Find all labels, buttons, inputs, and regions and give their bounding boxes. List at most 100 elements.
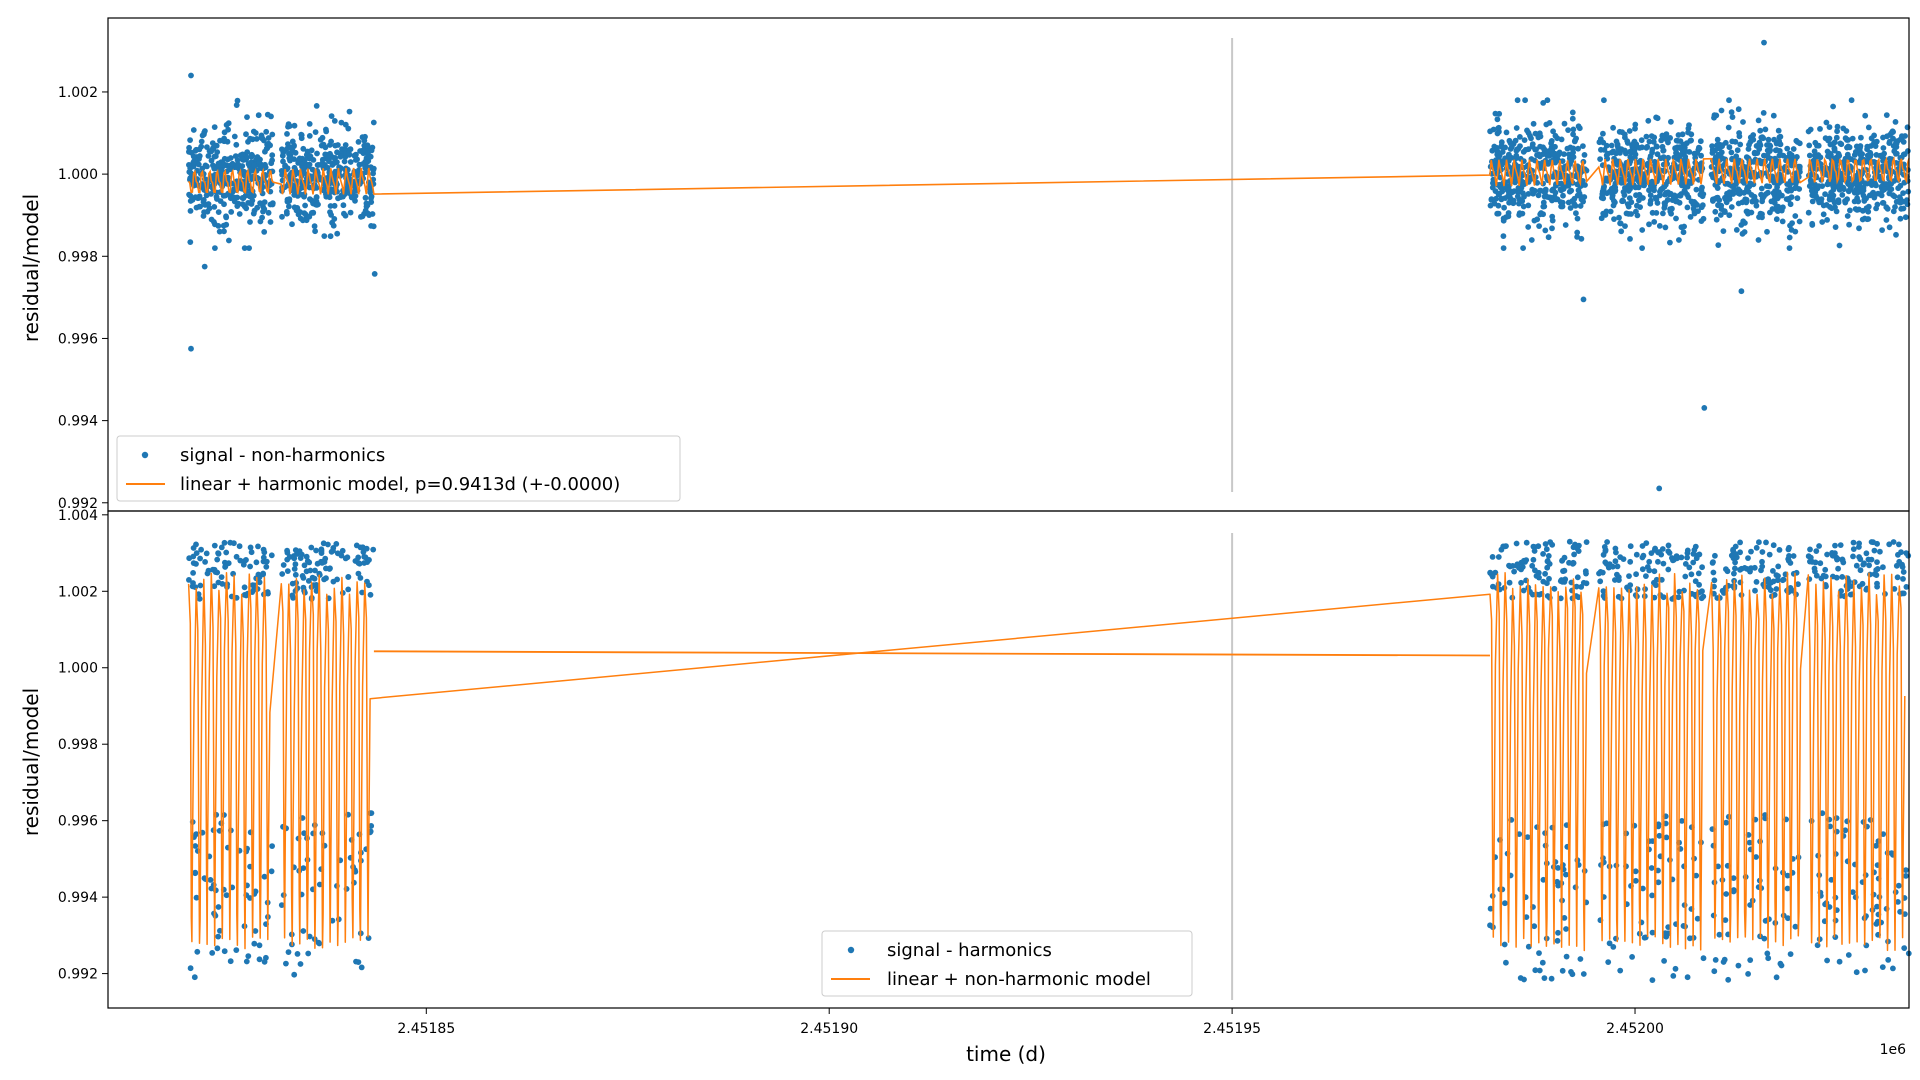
data-point: [1514, 193, 1521, 200]
data-point: [342, 142, 349, 148]
data-point: [1719, 142, 1725, 149]
data-point: [1557, 595, 1564, 602]
data-point: [1806, 152, 1813, 159]
data-point: [1824, 957, 1830, 964]
data-point: [1815, 142, 1822, 149]
data-point: [363, 200, 370, 207]
data-point: [1679, 818, 1685, 824]
data-point: [1784, 145, 1791, 152]
data-point: [1846, 144, 1853, 151]
data-point: [1536, 223, 1542, 230]
data-point: [1735, 106, 1742, 113]
data-point: [205, 567, 212, 574]
data-point: [1897, 182, 1904, 189]
data-point: [1618, 179, 1625, 186]
data-point: [283, 208, 290, 215]
data-point: [1575, 145, 1581, 152]
data-point: [1632, 877, 1639, 884]
data-point: [1752, 587, 1758, 594]
data-point: [313, 588, 320, 594]
data-point: [1817, 154, 1824, 161]
data-point: [1874, 559, 1880, 565]
data-point: [1530, 556, 1537, 563]
data-point: [1643, 133, 1650, 140]
data-point: [1562, 576, 1569, 583]
data-point: [1737, 539, 1743, 546]
data-point: [367, 810, 374, 817]
data-point: [1565, 175, 1572, 182]
data-point: [269, 157, 275, 164]
data-point: [334, 230, 341, 237]
data-point: [352, 558, 359, 564]
data-point: [1809, 198, 1816, 205]
data-point: [1773, 974, 1780, 981]
data-point: [1525, 191, 1532, 197]
data-point: [198, 546, 205, 553]
data-point: [1512, 137, 1519, 144]
data-point: [1827, 823, 1833, 830]
data-point: [215, 209, 222, 216]
data-point: [1504, 187, 1511, 194]
data-point: [1692, 578, 1699, 585]
data-point: [1618, 228, 1625, 235]
data-point: [1843, 128, 1850, 134]
data-point: [1881, 150, 1887, 157]
data-point: [1568, 187, 1575, 194]
data-point: [243, 131, 249, 138]
data-point: [1545, 234, 1552, 241]
data-point: [1559, 158, 1566, 165]
data-point: [280, 158, 286, 165]
data-point: [211, 124, 218, 130]
data-point: [1792, 228, 1799, 235]
data-point: [1867, 151, 1874, 158]
data-point: [284, 568, 291, 574]
data-point: [1833, 815, 1840, 821]
data-point: [221, 948, 228, 955]
data-point: [1561, 120, 1568, 127]
data-point: [1574, 215, 1581, 222]
data-point: [1745, 555, 1751, 561]
data-point: [1495, 124, 1502, 131]
data-point: [301, 830, 307, 837]
data-point: [1735, 186, 1742, 193]
data-point: [1640, 552, 1647, 559]
data-point: [247, 563, 254, 570]
data-point: [196, 203, 203, 210]
data-point: [1740, 218, 1747, 225]
data-point: [259, 214, 265, 221]
data-point: [1681, 187, 1688, 194]
data-point: [330, 547, 336, 554]
data-point: [370, 119, 377, 126]
y-tick-label: 0.998: [58, 737, 98, 753]
data-point: [1903, 584, 1910, 590]
data-point: [309, 166, 316, 173]
data-point: [1828, 876, 1835, 883]
data-point: [304, 558, 311, 564]
data-point: [1561, 915, 1568, 921]
data-point: [1696, 581, 1702, 588]
data-point: [1750, 136, 1757, 143]
x-tick-label: 2.45200: [1606, 1021, 1664, 1037]
data-point: [1895, 899, 1901, 905]
data-point: [1714, 136, 1721, 143]
data-point: [1655, 558, 1661, 565]
data-point: [1657, 188, 1663, 195]
data-point: [1676, 237, 1682, 243]
data-point: [1570, 560, 1577, 566]
data-point: [1842, 827, 1849, 834]
data-point: [1787, 201, 1794, 208]
data-point: [1856, 180, 1863, 186]
data-point: [1673, 146, 1679, 153]
data-point: [1530, 120, 1537, 127]
data-point: [1830, 178, 1836, 185]
data-point: [1806, 183, 1813, 190]
data-point: [306, 133, 313, 139]
data-point: [1719, 155, 1726, 162]
data-point: [1521, 976, 1527, 983]
data-point: [1616, 577, 1622, 583]
data-point: [221, 228, 227, 235]
data-point: [1873, 205, 1879, 212]
data-point: [1615, 145, 1622, 152]
data-point: [1563, 953, 1570, 960]
data-point: [1548, 975, 1555, 982]
